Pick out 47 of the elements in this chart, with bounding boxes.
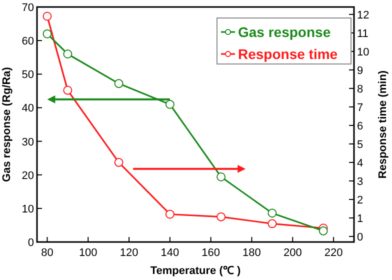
point	[114, 158, 124, 167]
point	[216, 212, 226, 222]
x-tick-label: 120	[120, 247, 138, 259]
point	[42, 29, 52, 38]
y2-tick-label: 2	[357, 194, 364, 206]
point	[216, 172, 226, 182]
y-tick-label: 60	[22, 36, 34, 48]
point	[165, 210, 174, 219]
y2-axis-title: Response time (min)	[377, 70, 389, 179]
y2-tick-label: 11	[357, 28, 368, 40]
legend-label: Response time	[238, 46, 338, 62]
y2-tick-label: 1	[357, 212, 364, 225]
y2-tick-label: 7	[357, 102, 364, 114]
x-tick-label: 200	[283, 247, 302, 259]
y2-tick-label: 8	[357, 83, 364, 96]
legend-label: Gas response	[238, 24, 331, 40]
y-tick-label: 40	[22, 102, 34, 115]
x-tick-label: 100	[78, 247, 98, 259]
y-tick-label: 30	[22, 136, 34, 148]
point	[42, 12, 52, 21]
x-tick-label: 180	[242, 247, 261, 259]
y-tick-label: 10	[22, 203, 34, 216]
point	[318, 226, 328, 236]
x-tick-label: 80	[41, 247, 54, 259]
y2-tick-label: 9	[357, 64, 364, 77]
y2-tick-label: 0	[357, 231, 364, 244]
x-tick-label: 160	[202, 247, 220, 259]
y-tick-label: 20	[22, 170, 34, 182]
y2-tick-label: 12	[357, 9, 370, 22]
y2-tick-label: 5	[357, 138, 364, 151]
point	[165, 100, 174, 109]
y-axis-title: Gas response (Rg/Ra)	[1, 66, 13, 182]
x-axis-title: Temperature (℃ )	[150, 265, 241, 277]
y2-tick-label: 6	[357, 120, 364, 132]
y2-tick-label: 4	[357, 157, 364, 170]
point	[268, 208, 277, 218]
point	[268, 219, 277, 228]
y2-tick-label: 3	[357, 176, 364, 188]
point	[114, 79, 124, 88]
y-tick-label: 0	[28, 237, 34, 249]
y2-tick-label: 10	[357, 46, 370, 58]
y-tick-label: 70	[22, 2, 34, 14]
x-tick-label: 140	[160, 247, 180, 259]
y-tick-label: 50	[22, 69, 34, 82]
point	[63, 86, 72, 95]
point	[63, 50, 72, 58]
x-tick-label: 220	[324, 247, 343, 259]
